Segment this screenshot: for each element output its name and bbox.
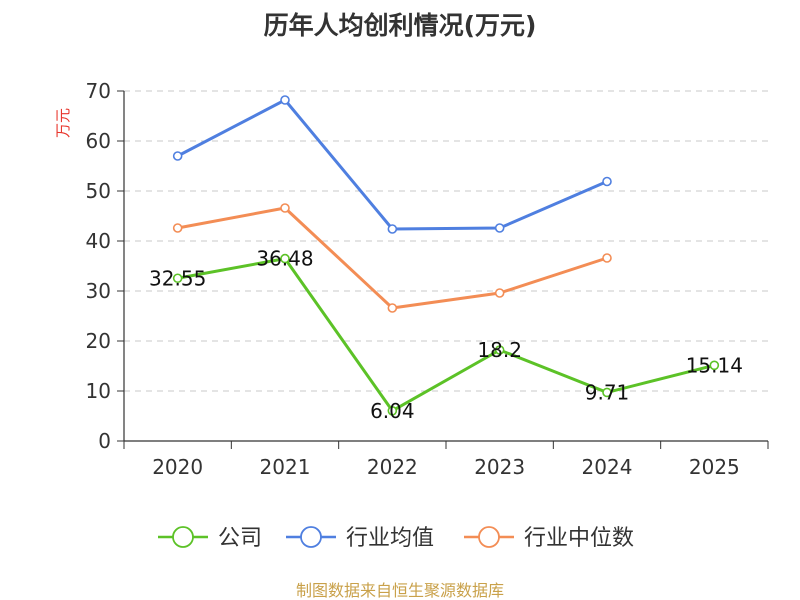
data-point [280,95,290,105]
chart-title: 历年人均创利情况(万元) [264,11,537,40]
data-point [387,303,398,313]
x-tick-label: 2022 [367,455,418,479]
legend-label: 行业均值 [346,526,434,551]
data-label: 36.48 [256,247,313,271]
data-point [280,253,290,264]
data-point [494,223,505,233]
y-tick-label: 40 [86,229,111,253]
series-line-2 [177,206,608,310]
data-point [172,151,183,161]
y-tick-label: 70 [86,79,111,103]
data-label: 9.71 [585,380,630,404]
y-tick-label: 30 [86,279,111,303]
y-tick-label: 50 [86,179,111,203]
data-label: 18.2 [477,338,522,362]
y-tick-label: 10 [86,379,111,403]
data-point [602,176,612,187]
data-labels: 32.55 36.48 6.04 18.2 9.71 15.14 [149,247,743,423]
data-point [494,288,505,298]
y-tick-label: 0 [98,429,111,453]
data-point [602,387,612,398]
y-axis-label: 万元 [54,108,72,138]
x-tick-label: 2021 [260,455,311,479]
legend-swatch-marker [478,526,500,548]
series-line-0 [177,257,715,413]
x-tick-label: 2025 [689,455,740,479]
data-point [709,360,720,371]
y-tick-label: 20 [86,329,111,353]
legend-swatch-marker [172,526,194,548]
data-point [494,345,505,355]
legend-label: 行业中位数 [524,526,634,551]
source-note: 制图数据来自恒生聚源数据库 [296,581,504,600]
x-tick-label: 2023 [474,455,525,479]
data-point [280,203,290,213]
data-label: 15.14 [686,353,743,377]
data-point [602,253,612,263]
y-tick-label: 60 [86,129,111,153]
legend: 公司 行业均值 行业中位数 [158,526,634,551]
data-label: 32.55 [149,266,206,290]
x-tick-label: 2020 [152,455,203,479]
legend-swatch-marker [300,526,322,548]
series-layer [172,95,720,416]
legend-label: 公司 [218,526,262,551]
x-tick-label: 2024 [582,455,633,479]
data-point [172,223,183,233]
series-line-1 [176,98,608,231]
axes: 0 10 20 30 40 50 60 70 2020 2021 2022 2023 2024 2025 [86,79,769,479]
data-point [387,224,398,234]
data-label: 6.04 [370,399,415,423]
data-point [387,405,398,416]
data-point [172,273,183,284]
gridlines [124,90,768,392]
